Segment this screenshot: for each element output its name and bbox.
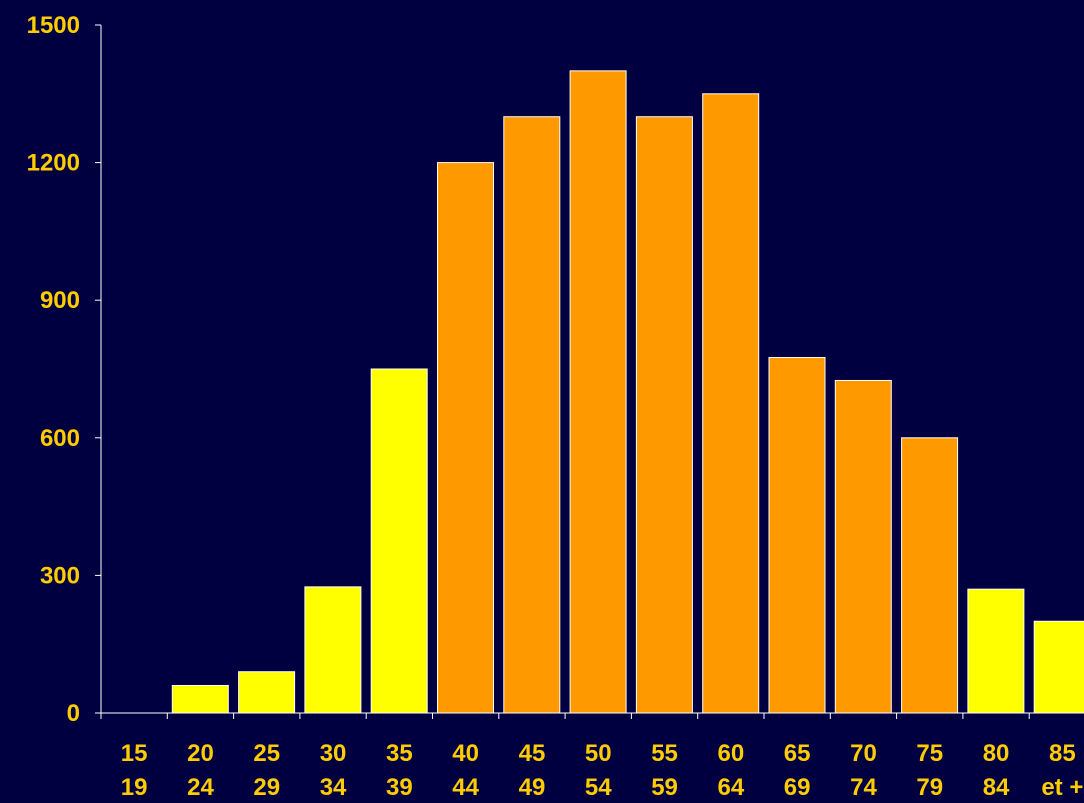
x-axis bbox=[100, 712, 1084, 719]
bar bbox=[834, 379, 892, 714]
x-tick-label-top: 75 bbox=[916, 740, 943, 767]
bar bbox=[238, 671, 296, 714]
bar bbox=[702, 93, 760, 714]
x-tick-label-top: 80 bbox=[983, 740, 1010, 767]
x-tick-label-top: 35 bbox=[386, 740, 413, 767]
y-tick-label: 1500 bbox=[27, 12, 80, 39]
bar bbox=[370, 368, 428, 714]
x-tick-label-bottom: 69 bbox=[784, 774, 811, 798]
bar bbox=[171, 684, 229, 714]
y-tick-label: 0 bbox=[67, 700, 80, 727]
x-tick-label-bottom: 54 bbox=[585, 774, 612, 798]
bar bbox=[503, 116, 561, 714]
x-tick-label-top: 45 bbox=[519, 740, 546, 767]
x-tick-label-bottom: 84 bbox=[983, 774, 1010, 798]
x-tick-label-top: 70 bbox=[850, 740, 877, 767]
x-tick-label-top: 20 bbox=[187, 740, 214, 767]
x-tick-label-bottom: 19 bbox=[121, 774, 148, 798]
y-tick-label: 600 bbox=[40, 425, 80, 452]
x-tick-label-bottom: 34 bbox=[320, 774, 347, 798]
y-tick-label: 300 bbox=[40, 562, 80, 589]
bar bbox=[437, 162, 494, 714]
bar bbox=[768, 357, 826, 714]
x-tick-label-bottom: 74 bbox=[850, 774, 877, 798]
x-tick-label-bottom: 64 bbox=[717, 774, 744, 798]
x-tick-label-top: 25 bbox=[253, 740, 280, 767]
x-tick-label-bottom: 24 bbox=[187, 774, 214, 798]
x-tick-label-top: 15 bbox=[121, 740, 148, 767]
bar bbox=[635, 116, 693, 714]
x-tick-labels: 15 19 20 24 25 29 30 34 35 39 40 44 45 49 50 54 55 59 60 64… bbox=[121, 740, 1084, 801]
y-axis: 0 300 600 900 1200 1500 bbox=[27, 12, 102, 727]
x-tick-label-top: 60 bbox=[717, 740, 744, 767]
y-tick-label: 900 bbox=[40, 287, 80, 314]
x-tick-label-bottom: 49 bbox=[519, 774, 546, 798]
x-tick-label-top: 65 bbox=[784, 740, 811, 767]
x-tick-label-bottom: 39 bbox=[386, 774, 413, 798]
bar bbox=[304, 586, 362, 714]
y-tick-label: 1200 bbox=[27, 150, 80, 177]
x-tick-label-top: 30 bbox=[320, 740, 347, 767]
x-tick-label-bottom: 79 bbox=[916, 774, 943, 798]
x-tick-label-bottom: 44 bbox=[452, 774, 479, 798]
x-tick-label-top: 55 bbox=[651, 740, 678, 767]
x-tick-label-bottom: et + bbox=[1041, 774, 1083, 798]
x-tick-label-bottom: 59 bbox=[651, 774, 678, 798]
bar bbox=[967, 588, 1025, 714]
bars bbox=[171, 70, 1084, 714]
x-tick-label-top: 85 bbox=[1049, 740, 1076, 767]
x-tick-label-top: 40 bbox=[452, 740, 479, 767]
x-tick-label-top: 50 bbox=[585, 740, 612, 767]
bar bbox=[1033, 620, 1084, 714]
bar bbox=[569, 70, 627, 714]
x-tick-label-bottom: 29 bbox=[253, 774, 280, 798]
bar bbox=[901, 437, 959, 714]
